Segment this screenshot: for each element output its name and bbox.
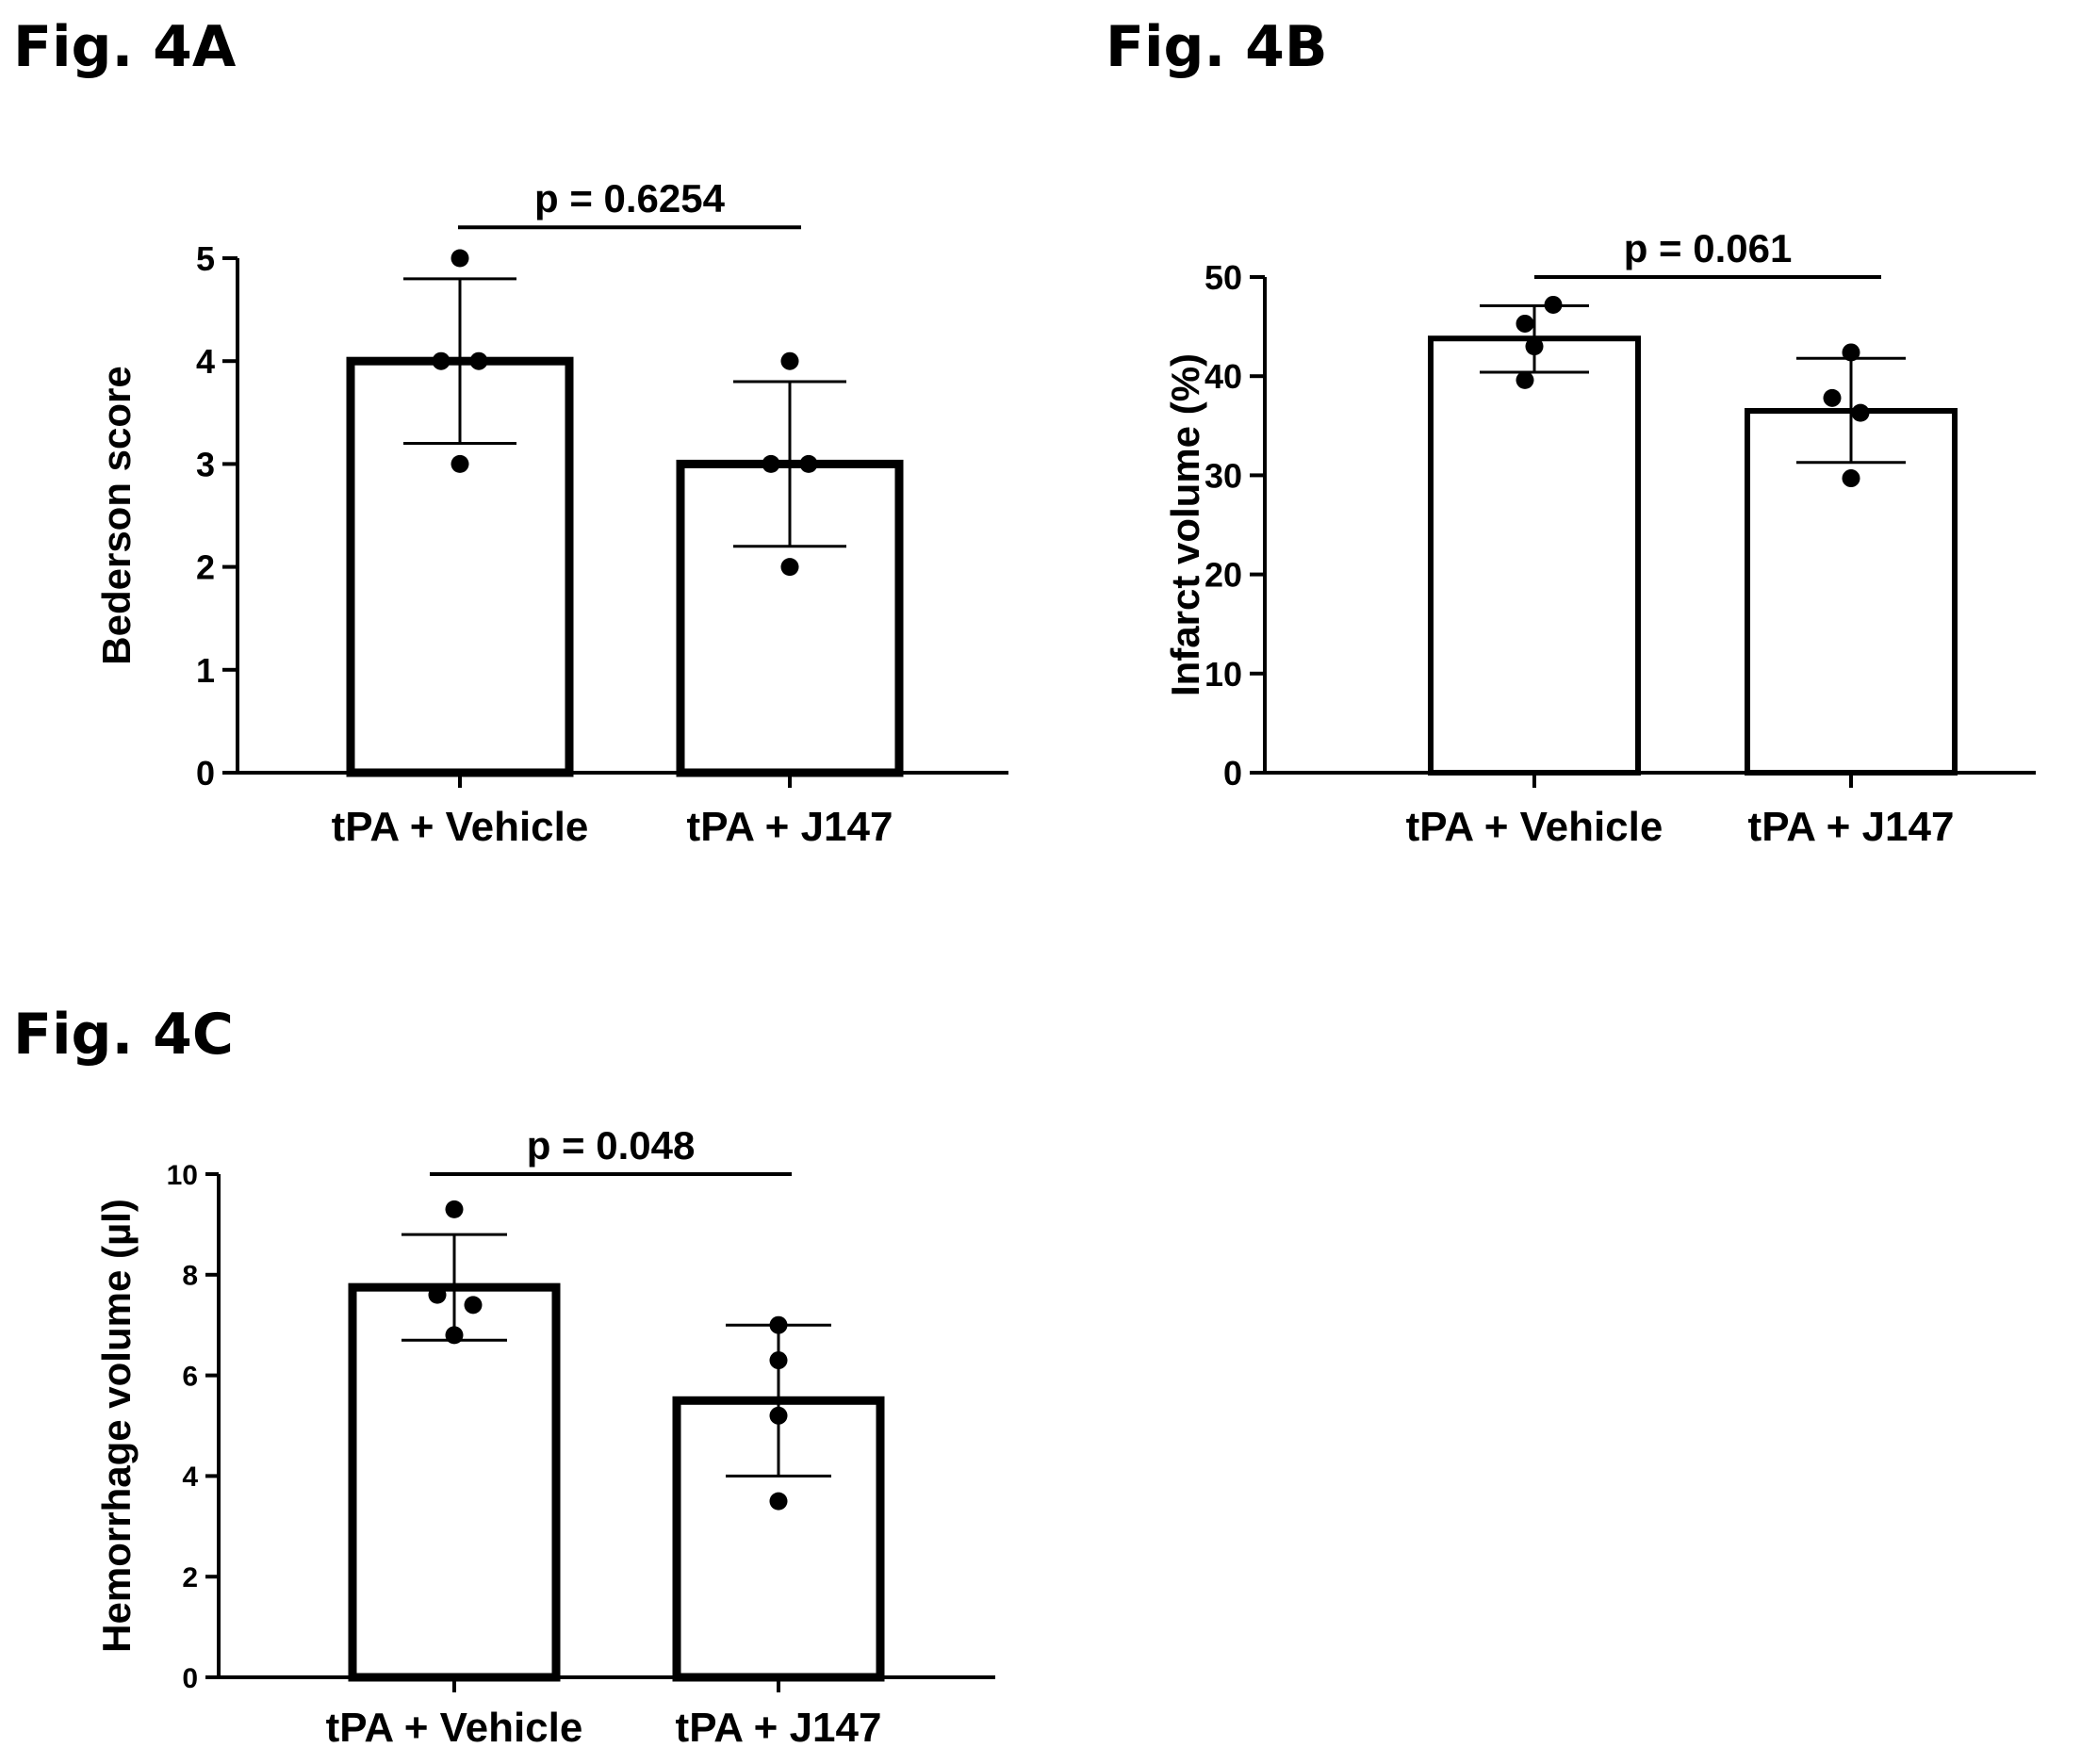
data-point [451,454,469,473]
p-value-annotation: p = 0.6254 [534,176,726,220]
figure-label-4b: Fig. 4B [1106,14,1328,80]
figure-label-4c: Fig. 4C [13,1002,234,1068]
x-category-label: tPA + Vehicle [326,1705,583,1751]
data-point [432,351,451,370]
y-tick-label: 2 [182,1562,198,1593]
y-tick-label: 1 [196,651,215,690]
data-point [762,454,780,473]
chart-4c-hemorrhage-volume: 0 2 4 6 8 10 Hemorrhage volume (µl) tPA + Vehic… [94,1123,995,1751]
x-category-label: tPA + Vehicle [332,804,589,850]
y-tick-label: 4 [182,1462,198,1493]
y-tick-label: 4 [196,342,215,381]
data-point [769,1492,788,1511]
y-tick-label: 30 [1204,456,1242,495]
data-point [464,1296,483,1315]
data-point [445,1200,464,1218]
p-value-annotation: p = 0.048 [527,1123,696,1168]
data-point [769,1315,788,1334]
data-point [428,1285,447,1304]
chart-4a-bederson-score: 0 1 2 3 4 5 Bederson score tPA + Vehicle tPA + J… [94,176,1008,850]
y-tick-label: 10 [1204,655,1242,694]
data-point [1823,388,1842,407]
y-axis-title: Hemorrhage volume (µl) [94,1199,139,1653]
chart-4b-infarct-volume: 0 10 20 30 40 50 Infarct volume (%) tPA + Vehic… [1163,226,2036,850]
x-category-label: tPA + J147 [676,1705,882,1751]
data-point [1842,343,1860,362]
x-category-label: tPA + J147 [687,804,893,850]
data-point [445,1326,464,1345]
y-tick-label: 5 [196,239,215,278]
x-category-label: tPA + Vehicle [1406,804,1663,850]
data-point [780,558,799,577]
bar [1745,408,1958,776]
x-category-label: tPA + J147 [1748,804,1955,850]
p-value-annotation: p = 0.061 [1624,226,1793,270]
y-tick-label: 50 [1204,258,1242,297]
data-point [780,351,799,370]
figure-label-4a: Fig. 4A [13,14,237,80]
y-tick-label: 40 [1204,357,1242,396]
y-tick-label: 6 [182,1361,198,1392]
y-tick-label: 8 [182,1261,198,1292]
data-point [1516,370,1534,389]
data-point [469,351,488,370]
y-tick-label: 2 [196,548,215,587]
data-point [1525,337,1544,356]
bar [348,1282,561,1682]
y-tick-label: 0 [182,1663,198,1694]
data-point [799,454,818,473]
y-axis-title: Bederson score [94,366,139,664]
data-point [1842,469,1860,488]
y-axis-title: Infarct volume (%) [1163,353,1207,696]
y-tick-label: 3 [196,445,215,483]
bar [1428,335,1641,776]
y-tick-label: 20 [1204,556,1242,595]
y-tick-label: 0 [1223,754,1242,792]
data-point [769,1406,788,1425]
data-point [1516,314,1534,333]
data-point [1851,403,1870,422]
data-point [451,249,469,268]
data-point [769,1351,788,1370]
y-tick-label: 0 [196,754,215,792]
data-point [1544,295,1563,314]
y-tick-label: 10 [167,1160,198,1191]
